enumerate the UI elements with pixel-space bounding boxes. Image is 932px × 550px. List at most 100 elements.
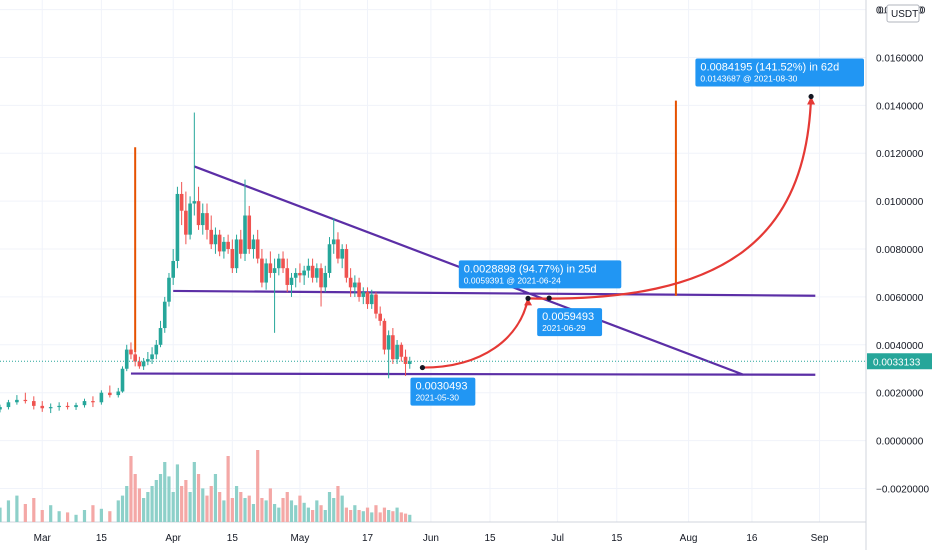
volume-bar (272, 504, 277, 522)
volume-bar (243, 498, 247, 522)
candle-body (57, 405, 61, 408)
trendline-horizontal-support[interactable] (130, 372, 816, 376)
volume-bar (0, 507, 2, 522)
candle-body (344, 249, 349, 278)
candle-body (293, 272, 298, 278)
volume-bar (340, 495, 344, 522)
volume-bar (192, 462, 196, 522)
volume-bar (167, 476, 171, 522)
candle-body (184, 210, 188, 235)
volume-bar (315, 500, 319, 522)
volume-bar (142, 498, 146, 522)
callout-target-2-box[interactable] (695, 58, 864, 87)
candle-body (374, 294, 378, 314)
callout-target-2-main-text: 0.0084195 (141.52%) in 62d (700, 62, 839, 74)
volume-bar (382, 507, 387, 522)
volume-bar (108, 511, 112, 522)
last-price-label: 0.0033133 (873, 357, 921, 368)
volume-bar (74, 514, 78, 522)
candle-body (209, 229, 214, 245)
candle-body (188, 203, 192, 235)
volume-bar (99, 508, 103, 522)
candle-body (302, 270, 306, 276)
time-tick-label: 15 (611, 533, 623, 544)
volume-bar (256, 450, 260, 522)
projection-curve-1[interactable] (422, 298, 530, 369)
arrowhead-1 (524, 298, 533, 306)
candle-body (391, 335, 395, 360)
volume-bar (319, 505, 323, 522)
volume-bar (349, 510, 353, 522)
callout-entry-main-text: 0.0030493 (415, 381, 467, 393)
candle-body (357, 282, 361, 297)
volume-bar (188, 492, 192, 522)
candle-body (222, 241, 226, 252)
candle-body (192, 201, 197, 204)
volume-bar (209, 486, 213, 522)
trendline-horizontal-resistance[interactable] (173, 289, 816, 297)
callout-breakout-main-text: 0.0059493 (542, 311, 594, 323)
candle-body (289, 277, 294, 285)
price-tick-label: 0.0160000 (876, 53, 924, 64)
candle-body (247, 215, 252, 250)
projection-curve-2[interactable] (528, 96, 813, 300)
candle-body (146, 359, 150, 362)
candle-body (150, 354, 154, 360)
callout-entry-sub-text: 2021-05-30 (415, 393, 459, 403)
candle-body (116, 391, 121, 396)
volume-bar (403, 513, 408, 522)
volume-bar (336, 486, 340, 522)
volume-bar (133, 474, 137, 522)
candle-body (167, 277, 171, 302)
candle-body (230, 249, 235, 269)
volume-bar (408, 514, 412, 522)
candle-body (124, 349, 129, 369)
price-tick-label: 0.0140000 (876, 101, 924, 112)
volume-bar (125, 486, 129, 522)
candle-body (403, 356, 408, 364)
volume-bar (175, 464, 180, 522)
volume-bar (260, 498, 264, 522)
candle-body (6, 402, 11, 408)
volume-bar (289, 500, 294, 522)
volume-bar (32, 498, 36, 522)
candle-body (40, 405, 45, 409)
volume-bar (378, 512, 382, 522)
candle-body (99, 392, 104, 403)
time-tick-label: May (290, 533, 309, 544)
candle-body (243, 215, 247, 254)
candle-body (310, 265, 315, 278)
candle-body (378, 313, 382, 321)
volume-bar (365, 507, 370, 522)
candle-body (353, 282, 357, 288)
candle-body (196, 201, 201, 226)
volume-bar (302, 502, 306, 522)
volume-bar (205, 495, 209, 522)
candle-body (158, 328, 163, 345)
volume-bar (154, 480, 158, 522)
candle-body (340, 249, 344, 259)
volume-bar (116, 500, 120, 522)
callout-breakout-box[interactable] (537, 308, 603, 337)
volume-bar (294, 505, 298, 522)
callout-target-1-sub-text: 0.0059391 @ 2021-06-24 (464, 275, 561, 285)
candle-body (281, 258, 285, 269)
price-tick-label: 0.0080000 (876, 245, 924, 256)
time-tick-label: Jun (423, 533, 439, 544)
candle-body (133, 354, 137, 362)
callout-entry-point (419, 364, 426, 371)
callout-entry-box[interactable] (410, 377, 476, 406)
volume-bar (277, 507, 281, 522)
price-tick-label: 0.0120000 (876, 149, 924, 160)
candle-body (129, 349, 133, 355)
callout-target-1-box[interactable] (458, 260, 622, 289)
callout-breakout-point (546, 295, 552, 301)
volume-bar (281, 498, 285, 522)
time-tick-label: Sep (811, 533, 829, 544)
currency-badge[interactable] (886, 4, 920, 23)
volume-bar (399, 512, 403, 522)
candle-body (386, 335, 391, 350)
volume-bar (222, 500, 226, 522)
